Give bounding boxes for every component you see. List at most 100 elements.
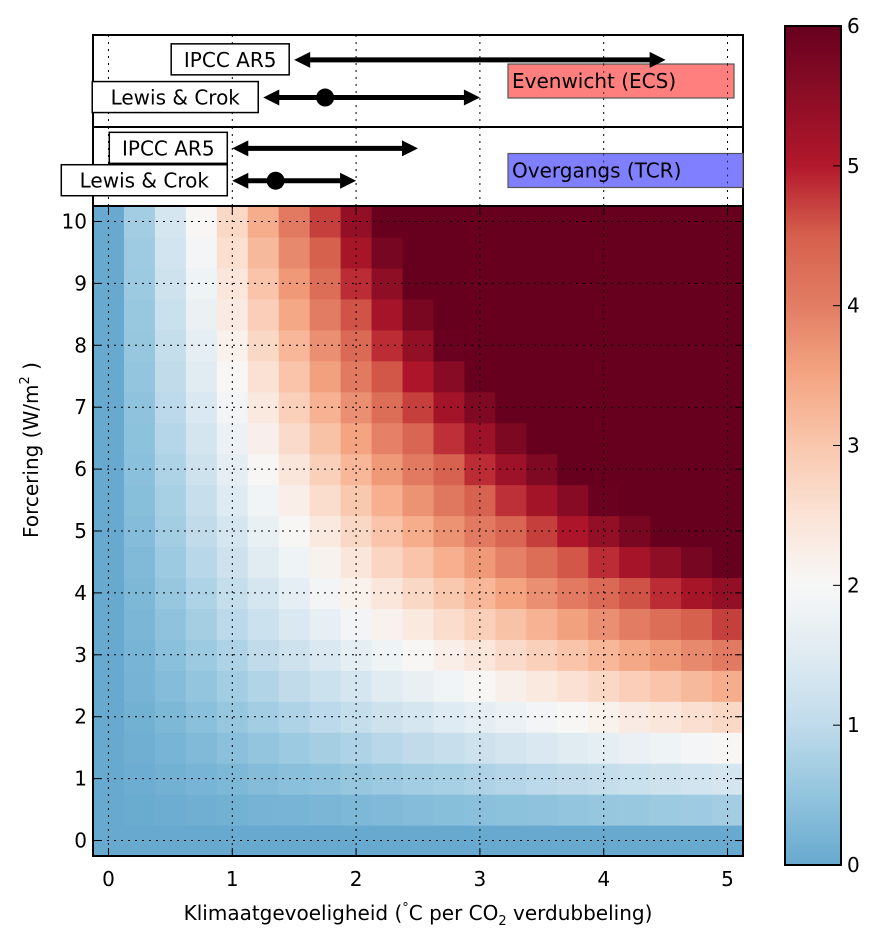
heatmap-cell [123, 546, 156, 579]
heatmap-cell [526, 298, 558, 331]
heatmap-cell [619, 236, 651, 269]
heatmap-cell [526, 608, 558, 640]
heatmap-cell [402, 639, 435, 671]
colorbar-tick-label: 3 [847, 434, 860, 458]
ecs-panel: Evenwicht (ECS) IPCC AR5 Lewis & Crok [91, 34, 744, 128]
heatmap-cell [309, 732, 342, 764]
heatmap-cell [619, 732, 651, 764]
heatmap-cell [185, 298, 218, 331]
heatmap-cell [526, 422, 558, 455]
heatmap-cell [526, 236, 558, 269]
heatmap-cell [650, 206, 682, 238]
heatmap-cell [247, 546, 280, 579]
colorbar-tick-label: 0 [847, 853, 860, 877]
heatmap-cell [402, 515, 435, 548]
heatmap-cell [216, 577, 249, 609]
heatmap-cell [619, 825, 651, 857]
heatmap-cell [278, 794, 311, 826]
heatmap-cell [619, 453, 651, 486]
colorbar-tick-label: 5 [847, 154, 860, 178]
heatmap-cell [526, 360, 558, 393]
heatmap-cell [712, 546, 744, 579]
y-tick-label: 1 [74, 767, 87, 791]
heatmap-cell [712, 360, 744, 393]
heatmap-cell [278, 298, 311, 331]
heatmap-cell [557, 732, 589, 764]
heatmap-cell [557, 794, 589, 826]
heatmap-cell [278, 546, 311, 579]
heatmap-cell [402, 391, 435, 424]
heatmap-cell [619, 484, 651, 517]
range-label: IPCC AR5 [122, 136, 215, 160]
y-tick-label: 9 [74, 271, 87, 295]
heatmap-cell [371, 670, 404, 702]
heatmap-cell [402, 794, 435, 826]
colorbar-ticks: 0 1 2 3 4 5 6 [833, 14, 860, 877]
heatmap-cell [309, 484, 342, 517]
heatmap-cell [619, 701, 651, 733]
heatmap-cell [650, 515, 682, 548]
heatmap-cell [495, 484, 527, 517]
heatmap-cell [371, 360, 404, 393]
heatmap-cell [402, 546, 435, 579]
heatmap-cell [278, 670, 311, 702]
heatmap-cell [619, 206, 651, 238]
heatmap-cell [185, 608, 218, 640]
heatmap-cell [495, 236, 527, 269]
heatmap-cell [247, 515, 280, 548]
heatmap-cell [619, 546, 651, 579]
heatmap-cell [495, 360, 527, 393]
heatmap-cell [93, 732, 125, 764]
heatmap-cell [154, 236, 187, 269]
arrow-left-icon [232, 140, 249, 157]
heatmap-cell [278, 608, 311, 640]
heatmap-cell [309, 546, 342, 579]
range-label-box [170, 43, 290, 76]
heatmap-cell [247, 763, 280, 795]
heatmap-cell [309, 608, 342, 640]
heatmap-cell [650, 236, 682, 269]
heatmap-cell [495, 794, 527, 826]
heatmap-cell [619, 515, 651, 548]
heatmap-cell [433, 825, 466, 857]
heatmap-cell [309, 298, 342, 331]
heatmap-cell [557, 236, 589, 269]
best-estimate-dot [266, 171, 285, 190]
heatmap-cell [433, 546, 466, 579]
heatmap-cell [247, 608, 280, 640]
arrow-right-icon [649, 51, 666, 68]
heatmap-cell [588, 732, 620, 764]
heatmap-cell [278, 236, 311, 269]
x-tick-label: 4 [597, 867, 610, 891]
heatmap-cell [650, 825, 682, 857]
heatmap-cell [433, 453, 466, 486]
heatmap-cell [681, 422, 713, 455]
heatmap-cell [650, 329, 682, 362]
heatmap-cell [433, 267, 466, 300]
heatmap-cell [433, 484, 466, 517]
heatmap-cells [93, 206, 744, 857]
heatmap-cell [433, 298, 466, 331]
heatmap-cell [433, 206, 466, 238]
y-tick-label: 10 [62, 209, 87, 233]
heatmap-cell [650, 298, 682, 331]
heatmap-cell [495, 422, 527, 455]
heatmap-cell [123, 298, 156, 331]
heatmap-cell [557, 422, 589, 455]
heatmap-cell [185, 670, 218, 702]
heatmap-cell [557, 298, 589, 331]
heatmap-cell [185, 360, 218, 393]
heatmap-cell [650, 267, 682, 300]
heatmap-cell [402, 484, 435, 517]
heatmap-cell [154, 670, 187, 702]
heatmap-cell [526, 794, 558, 826]
heatmap-cell [247, 794, 280, 826]
heatmap-cell [154, 360, 187, 393]
heatmap-cell [681, 484, 713, 517]
heatmap-cell [371, 732, 404, 764]
x-axis-ticks: 0 1 2 3 4 5 [102, 206, 734, 891]
heatmap-cell [278, 422, 311, 455]
arrow-left-icon [294, 51, 311, 68]
heatmap-cell [340, 546, 373, 579]
heatmap-cell [123, 670, 156, 702]
